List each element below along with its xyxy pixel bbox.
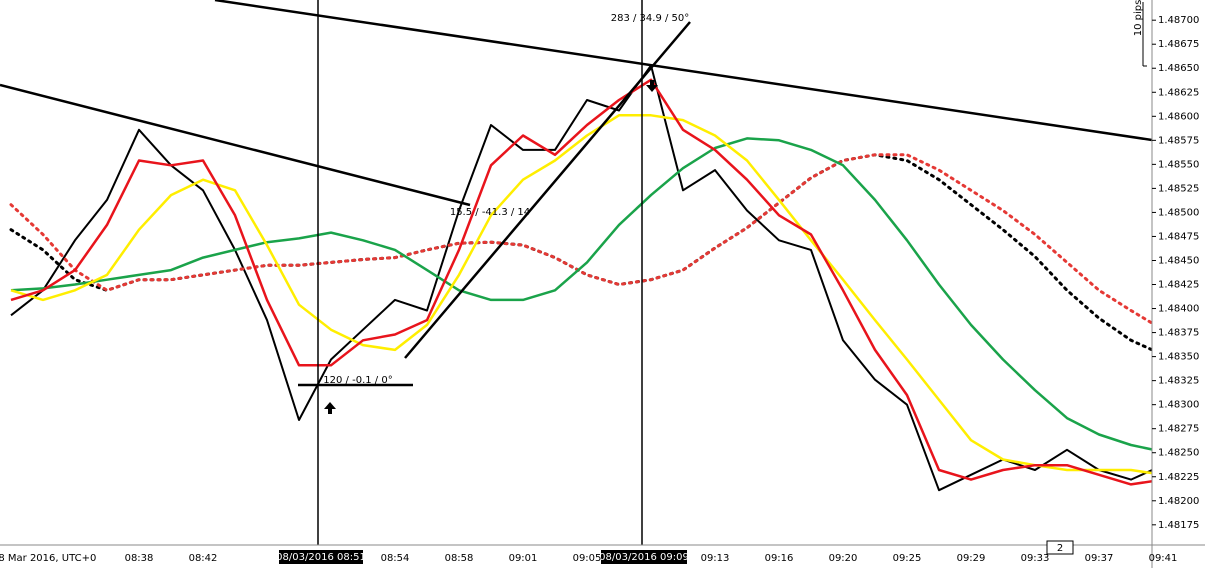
x-tick-label: 08:58 [445, 553, 474, 564]
y-tick-label: 1.48525 [1158, 183, 1199, 194]
plot-area [9, 64, 1152, 492]
y-tick-label: 1.48225 [1158, 472, 1199, 483]
dotted-line [9, 153, 1152, 325]
x-tick-label: 09:33 [1021, 553, 1050, 564]
drawings [0, 0, 1152, 545]
y-tick-label: 1.48650 [1158, 63, 1199, 74]
crosshair-box [279, 550, 363, 564]
x-start-label: 08 Mar 2016, UTC+0 [0, 553, 96, 564]
y-tick-label: 1.48400 [1158, 304, 1199, 315]
badge-box [1046, 540, 1074, 555]
y-tick-label: 1.48550 [1158, 159, 1199, 170]
y-tick-label: 1.48350 [1158, 352, 1199, 363]
series-line [10, 137, 1152, 451]
y-tick-label: 1.48275 [1158, 424, 1199, 435]
x-tick-label: 09:13 [701, 553, 730, 564]
y-tick-label: 1.48675 [1158, 39, 1199, 50]
annotation: 15.5 / -41.3 / 14 [450, 207, 530, 218]
y-tick-label: 1.48625 [1158, 87, 1199, 98]
x-tick-label: 09:41 [1149, 553, 1178, 564]
x-tick-label: 09:01 [509, 553, 538, 564]
y-tick-label: 1.48475 [1158, 231, 1199, 242]
annotation: 120 / -0.1 / 0° [323, 375, 392, 386]
y-tick-label: 1.48325 [1158, 376, 1199, 387]
y-tick-label: 1.48250 [1158, 448, 1199, 459]
y-tick-label: 1.48200 [1158, 496, 1199, 507]
y-tick-label: 1.48600 [1158, 111, 1199, 122]
y-tick-label: 1.48500 [1158, 207, 1199, 218]
x-tick-label: 09:37 [1085, 553, 1114, 564]
crosshair-box [601, 550, 687, 564]
x-tick-label: 08:54 [381, 553, 410, 564]
x-tick-label: 08:42 [189, 553, 218, 564]
y-tick-label: 1.48175 [1158, 520, 1199, 531]
annotation: 283 / 34.9 / 50° [611, 13, 690, 24]
up-arrow [324, 402, 336, 414]
crosshair-label: 08/03/2016 09:09 [599, 552, 689, 563]
y-tick-label: 1.48700 [1158, 15, 1199, 26]
x-tick-label: 09:16 [765, 553, 794, 564]
x-tick-label: 09:20 [829, 553, 858, 564]
badge: 2 [1057, 543, 1063, 554]
trend-line [0, 83, 471, 207]
down-arrow [646, 80, 658, 92]
x-tick-label: 09:25 [893, 553, 922, 564]
y-tick-label: 1.48450 [1158, 255, 1199, 266]
crosshair-label: 08/03/2016 08:51 [276, 552, 366, 563]
x-tick-label: 09:05 [573, 553, 602, 564]
y-tick-label: 1.48375 [1158, 328, 1199, 339]
x-tick-label: 09:29 [957, 553, 986, 564]
x-tick-label: 08:38 [125, 553, 154, 564]
y-tick-label: 1.48575 [1158, 135, 1199, 146]
y-tick-label: 1.48425 [1158, 280, 1199, 291]
dotted-line [9, 153, 1152, 352]
scale-label: 10 pips [1133, 0, 1144, 36]
series-line [10, 64, 1152, 492]
series-line [10, 114, 1152, 475]
y-tick-label: 1.48300 [1158, 400, 1199, 411]
trend-line [214, 0, 1152, 142]
series-line [10, 78, 1152, 486]
